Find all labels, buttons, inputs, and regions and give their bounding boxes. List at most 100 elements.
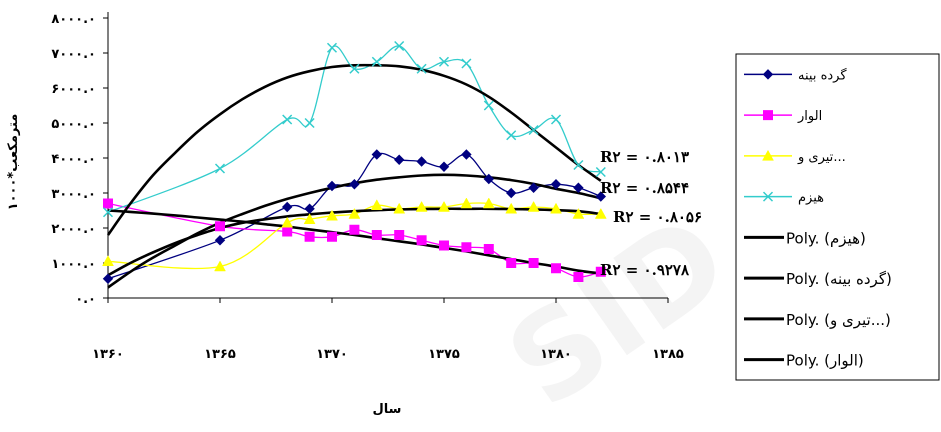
marker-stroke [282,114,293,125]
marker-stroke [304,117,315,129]
series-line [107,202,601,270]
data-point [327,231,337,242]
marker-stroke [461,58,472,69]
legend-item: تیری و... [744,149,846,165]
data-point [281,201,293,213]
marker-stroke [762,191,774,202]
data-point [371,56,382,67]
x-tick-label: ۱۳۶۰ [92,347,124,362]
data-point [572,207,585,219]
data-point [349,63,360,74]
data-point [214,235,226,246]
data-point [483,244,494,254]
data-point [595,191,607,202]
y-tick-label: ۴۰۰۰.۰ [51,152,96,167]
y-tick-label: ۵۰۰۰.۰ [51,117,96,132]
marker-stroke [416,63,427,74]
legend-label: گرده بینه [798,67,847,83]
legend-label: Poly. (گرده بینه) [786,270,892,288]
data-point [483,173,495,185]
marker-stroke [483,100,494,111]
data-point [506,130,517,141]
data-point [438,56,450,67]
data-point [393,154,405,165]
data-point [214,260,226,272]
data-point [326,180,338,192]
data-point [304,203,315,214]
data-point [281,216,294,228]
legend-item: Poly. (تیری و...) [744,311,891,329]
data-point [551,263,561,274]
data-point [349,224,360,235]
data-point [528,182,539,193]
data-point [349,179,360,190]
data-point [103,198,113,209]
data-point [282,226,293,237]
r-squared-label: R۲ = ۰.۹۲۷۸ [600,261,690,279]
y-tick-label: ۲۰۰۰.۰ [51,222,96,237]
data-point [371,230,382,240]
legend-label: تیری و... [797,150,846,165]
x-tick-label: ۱۳۷۰ [316,347,348,362]
data-point [550,179,562,190]
legend-swatch-marker [763,110,773,121]
data-point [102,207,114,218]
data-point [595,166,606,178]
data-point [303,213,316,224]
data-point [550,202,562,214]
x-tick-label: ۱۳۶۵ [204,347,236,362]
y-tick-label: ۰.۰ [75,292,96,307]
x-axis-title: سال [373,402,402,417]
data-point [595,266,606,277]
x-tick-label: ۱۳۷۵ [428,347,460,362]
data-point [326,209,338,221]
legend-item: هیزم [744,191,824,206]
data-point [460,197,473,209]
data-point [215,221,225,232]
marker-stroke [371,56,382,67]
data-point [394,230,405,240]
trendline [107,209,601,275]
data-point [505,187,517,199]
legend: گرده بینه الوار تیری و... هیزم Poly. (هیزم) P… [735,53,940,381]
data-point [573,272,584,282]
data-point [214,163,226,174]
marker-stroke [102,207,114,218]
data-point [326,42,338,53]
data-point [282,114,293,125]
r-squared-label: R۲ = ۰.۸۰۱۳ [600,148,689,166]
legend-item: گرده بینه [744,67,847,83]
legend-swatch-marker [762,149,774,161]
data-point [102,255,114,266]
marker-stroke [573,159,584,171]
data-point [393,202,406,214]
data-point [102,273,114,284]
legend-item: Poly. (گرده بینه) [744,270,892,288]
legend-label: هیزم [798,191,824,206]
marker-stroke [595,166,606,178]
legend-label: Poly. (هیزم) [786,229,866,247]
marker-stroke [326,42,338,53]
data-point [527,200,540,212]
data-point [573,182,584,193]
x-tick-label: ۱۳۸۵ [652,347,684,362]
data-point [461,58,472,69]
data-point [394,40,405,52]
data-point [438,200,450,212]
plot-area: ۰.۰ ۱۰۰۰.۰ ۲۰۰۰.۰ ۳۰۰۰.۰ ۴۰۰۰.۰ ۵۰۰۰.۰ ۶۰۰۰.۰ ۷… [51,12,684,362]
data-point [370,199,383,210]
marker-stroke [214,163,226,174]
y-tick-label: ۷۰۰۰.۰ [51,47,96,62]
legend-swatch-marker [762,69,774,80]
data-point [506,258,517,268]
data-point [416,235,427,246]
trendline [106,63,602,236]
y-tick-label: ۶۰۰۰.۰ [51,82,96,97]
legend-item: Poly. (الوار) [744,352,864,370]
marker-stroke [394,40,405,52]
r-squared-label: R۲ = ۰.۸۰۵۶ [613,208,702,226]
data-point [550,114,562,125]
data-point [438,161,450,172]
data-point [461,149,472,160]
series-line [107,45,601,213]
